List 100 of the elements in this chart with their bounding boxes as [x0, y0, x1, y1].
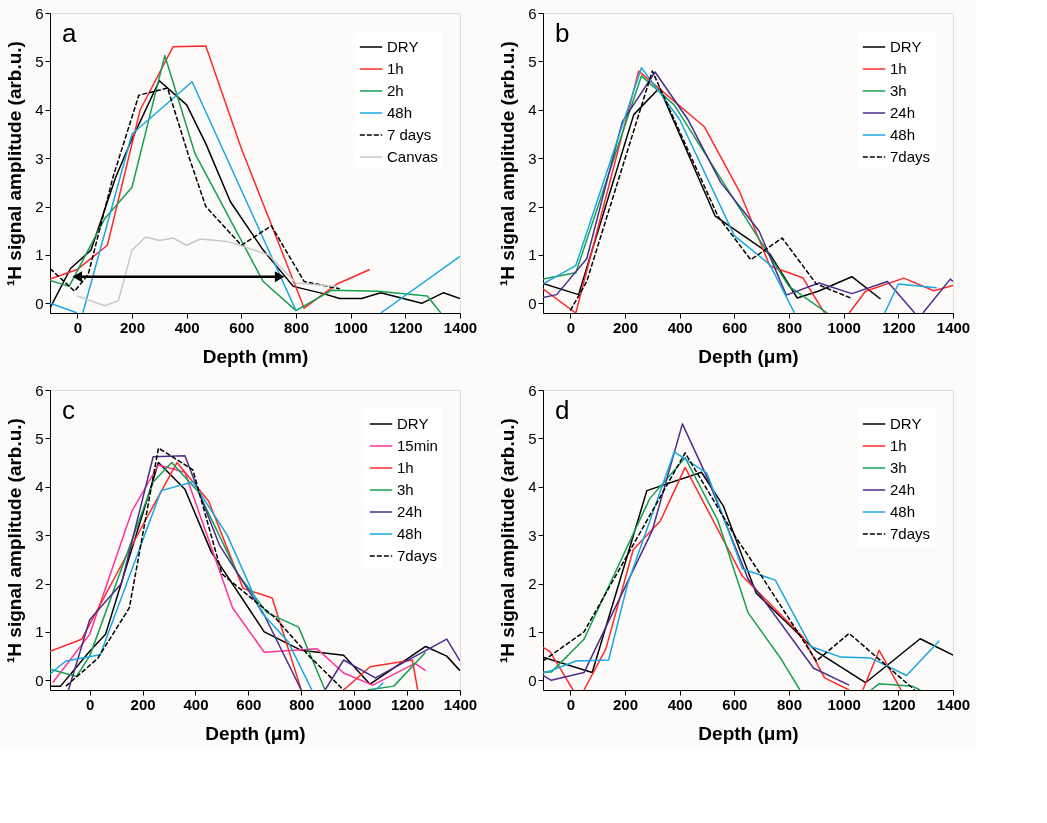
legend-label: 7days: [890, 525, 931, 542]
line-series: [76, 236, 338, 307]
x-tick-label: 0: [73, 318, 83, 336]
legend-label: 48h: [890, 126, 916, 143]
y-tick-label: 1: [528, 246, 537, 264]
legend-label: 7days: [397, 547, 438, 564]
y-tick-label: 3: [35, 526, 44, 544]
line-series: [543, 75, 829, 313]
y-axis-title: ¹H signal amplitude (arb.u.): [4, 41, 26, 286]
y-tick-label: 5: [528, 429, 537, 447]
y-tick-label: 5: [35, 52, 44, 70]
x-tick-label: 1200: [882, 695, 916, 713]
legend-label: 1h: [397, 459, 414, 476]
y-tick-label: 0: [35, 671, 44, 689]
legend-label: 48h: [387, 104, 413, 121]
x-tick-label: 600: [722, 695, 748, 713]
x-tick-label: 800: [776, 318, 803, 336]
x-tick-label: 0: [566, 695, 576, 713]
y-tick-label: 1: [35, 623, 44, 641]
y-tick-label: 3: [35, 149, 44, 167]
y-tick-label: 3: [528, 526, 537, 544]
x-tick-label: 800: [283, 318, 310, 336]
x-axis-title: Depth (mm): [202, 345, 309, 367]
y-tick-label: 2: [528, 198, 537, 216]
x-tick-label: 1000: [334, 318, 368, 336]
legend-label: 1h: [387, 60, 404, 77]
y-tick-label: 5: [35, 429, 44, 447]
y-tick-label: 0: [35, 294, 44, 312]
x-tick-label: 400: [183, 695, 209, 713]
y-tick-label: 6: [528, 381, 537, 399]
x-tick-label: 1400: [443, 318, 478, 336]
y-axis-title: ¹H signal amplitude (arb.u.): [497, 418, 519, 663]
legend-label: 24h: [397, 503, 423, 520]
x-axis-title: Depth (μm): [698, 722, 799, 744]
legend-label: DRY: [387, 38, 419, 55]
x-tick-label: 1200: [390, 695, 425, 713]
x-tick-label: 200: [612, 318, 639, 336]
y-tick-label: 2: [528, 575, 537, 593]
legend-label: 15min: [397, 437, 438, 454]
x-tick-label: 0: [566, 318, 576, 336]
x-tick-label: 0: [86, 695, 95, 713]
y-tick-label: 5: [528, 52, 537, 70]
annotation: a: [62, 18, 77, 48]
x-tick-label: 200: [119, 318, 146, 336]
x-tick-label: 200: [612, 695, 639, 713]
line-series: [543, 423, 850, 686]
legend-label: 2h: [387, 82, 404, 99]
x-tick-label: 600: [722, 318, 748, 336]
y-axis-title: ¹H signal amplitude (arb.u.): [497, 41, 519, 286]
x-axis-title: Depth (μm): [698, 345, 799, 367]
x-tick-label: 1200: [389, 318, 423, 336]
legend-label: 3h: [890, 459, 907, 476]
y-tick-label: 6: [528, 4, 537, 22]
annotation: d: [555, 395, 570, 425]
x-tick-label: 1400: [936, 318, 971, 336]
y-axis-title: ¹H signal amplitude (arb.u.): [4, 418, 26, 663]
x-axis-title: Depth (μm): [205, 722, 306, 744]
x-tick-label: 1400: [443, 695, 478, 713]
legend-label: 48h: [890, 503, 916, 520]
y-tick-label: 4: [528, 101, 537, 119]
y-tick-label: 4: [35, 101, 44, 119]
x-tick-label: 1000: [827, 318, 861, 336]
y-tick-label: 6: [35, 4, 44, 22]
y-tick-label: 6: [35, 381, 44, 399]
legend-label: Canvas: [387, 148, 438, 165]
annotation: b: [555, 18, 570, 48]
y-tick-label: 0: [528, 294, 537, 312]
legend-label: 3h: [890, 82, 907, 99]
legend-label: DRY: [397, 415, 429, 432]
legend-label: 3h: [397, 481, 414, 498]
legend-label: DRY: [890, 415, 922, 432]
y-tick-label: 0: [528, 671, 537, 689]
legend-label: 7 days: [387, 126, 432, 143]
legend-label: 1h: [890, 437, 907, 454]
x-tick-label: 600: [229, 318, 255, 336]
x-tick-label: 400: [667, 695, 693, 713]
line-series: [50, 45, 371, 309]
y-tick-label: 3: [528, 149, 537, 167]
x-tick-label: 800: [776, 695, 803, 713]
legend-label: 24h: [890, 104, 916, 121]
y-tick-label: 1: [35, 246, 44, 264]
x-tick-label: 200: [130, 695, 156, 713]
legend-label: DRY: [890, 38, 922, 55]
x-tick-label: 600: [236, 695, 262, 713]
annotation: c: [62, 395, 75, 425]
x-tick-label: 1200: [882, 318, 916, 336]
x-tick-label: 800: [289, 695, 315, 713]
x-tick-label: 1000: [827, 695, 861, 713]
y-tick-label: 2: [35, 575, 44, 593]
legend-label: 24h: [890, 481, 916, 498]
y-tick-label: 4: [35, 478, 44, 496]
legend-label: 48h: [397, 525, 423, 542]
y-tick-label: 1: [528, 623, 537, 641]
y-tick-label: 4: [528, 478, 537, 496]
x-tick-label: 1000: [338, 695, 372, 713]
x-tick-label: 400: [174, 318, 200, 336]
legend-label: 7days: [890, 148, 931, 165]
x-tick-label: 1400: [936, 695, 971, 713]
legend-label: 1h: [890, 60, 907, 77]
y-tick-label: 2: [35, 198, 44, 216]
